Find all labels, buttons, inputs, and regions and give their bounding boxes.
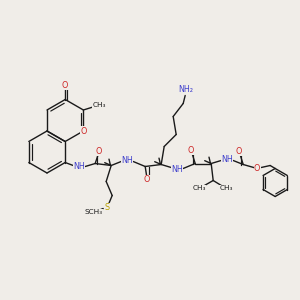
Text: O: O bbox=[188, 146, 194, 155]
Text: S: S bbox=[105, 203, 110, 212]
Text: NH: NH bbox=[221, 155, 233, 164]
Text: SCH₃: SCH₃ bbox=[84, 209, 102, 215]
Text: NH: NH bbox=[121, 156, 133, 165]
Text: CH₃: CH₃ bbox=[219, 185, 233, 191]
Text: O: O bbox=[96, 147, 102, 156]
Text: NH: NH bbox=[73, 162, 85, 171]
Text: CH₃: CH₃ bbox=[93, 102, 106, 108]
Text: O: O bbox=[254, 164, 260, 173]
Text: NH: NH bbox=[171, 165, 183, 174]
Text: O: O bbox=[144, 175, 150, 184]
Text: O: O bbox=[236, 147, 242, 156]
Text: O: O bbox=[80, 127, 87, 136]
Text: NH₂: NH₂ bbox=[179, 85, 194, 94]
Text: O: O bbox=[62, 81, 68, 90]
Text: CH₃: CH₃ bbox=[192, 185, 206, 191]
